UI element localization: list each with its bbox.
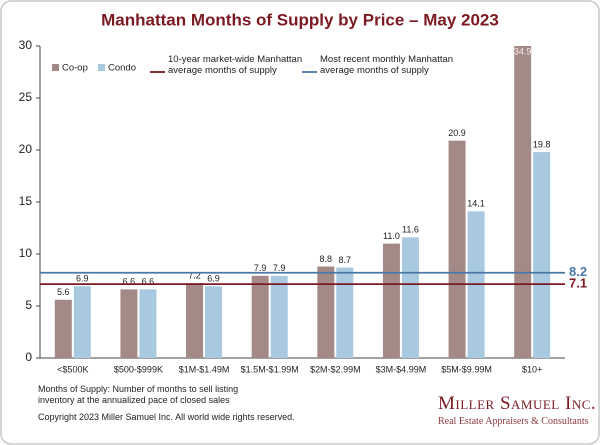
- y-tick-label: 25: [19, 90, 33, 104]
- x-tick-label: $5M-$9.99M: [441, 364, 492, 374]
- y-tick-label: 10: [19, 246, 33, 260]
- bar: [382, 243, 400, 358]
- data-label: 8.7: [339, 255, 352, 265]
- data-label: 11.0: [383, 231, 400, 241]
- y-tick-label: 20: [19, 142, 33, 156]
- data-label: 7.9: [254, 263, 267, 273]
- logo-name: Miller Samuel Inc.: [438, 393, 597, 414]
- data-label: 34.9: [514, 46, 532, 56]
- data-label: 6.9: [207, 274, 220, 284]
- legend-label: Condo: [108, 63, 136, 74]
- bar: [120, 289, 138, 358]
- reference-label: 7.1: [569, 276, 587, 291]
- x-tick-label: $1.5M-$1.99M: [241, 364, 299, 374]
- data-label: 6.6: [142, 277, 155, 287]
- data-label: 6.9: [76, 274, 89, 284]
- y-tick-label: 15: [19, 194, 33, 208]
- bar: [205, 286, 223, 358]
- bar: [73, 286, 91, 358]
- data-label: 5.6: [57, 287, 70, 297]
- y-tick-label: 30: [19, 38, 33, 52]
- bar: [54, 299, 72, 358]
- bar: [401, 237, 419, 358]
- data-label: 20.9: [448, 128, 466, 138]
- bar: [336, 267, 354, 358]
- bar: [186, 283, 204, 358]
- data-label: 7.2: [188, 270, 201, 280]
- data-label: 14.1: [467, 199, 485, 209]
- bar: [251, 275, 269, 358]
- bar: [270, 275, 288, 358]
- y-tick-label: 5: [25, 298, 32, 312]
- x-tick-label: $2M-$2.99M: [310, 364, 361, 374]
- x-tick-label: $3M-$4.99M: [376, 364, 427, 374]
- bar: [139, 289, 157, 358]
- data-label: 7.9: [273, 263, 286, 273]
- y-tick-label: 0: [25, 350, 32, 364]
- x-tick-label: $10+: [522, 364, 542, 374]
- data-label: 19.8: [533, 139, 551, 149]
- x-tick-label: <$500K: [57, 364, 88, 374]
- copyright: Copyright 2023 Miller Samuel Inc. All wo…: [38, 412, 295, 422]
- legend-label: 10-year market-wide Manhattan average mo…: [168, 54, 303, 76]
- reference-label: 8.2: [569, 264, 587, 279]
- bar: [533, 152, 551, 358]
- legend-swatch: [98, 64, 105, 71]
- bar: [448, 140, 466, 358]
- legend-swatch: [52, 64, 59, 71]
- x-tick-label: $1M-$1.49M: [179, 364, 230, 374]
- chart-title: Manhattan Months of Supply by Price – Ma…: [101, 10, 499, 29]
- data-label: 11.6: [402, 225, 419, 235]
- bar: [317, 266, 335, 358]
- bar: [514, 46, 532, 358]
- logo-tagline: Real Estate Appraisers & Consultants: [438, 416, 589, 427]
- x-tick-label: $500-$999K: [114, 364, 163, 374]
- legend-label: Most recent monthly Manhattan average mo…: [320, 54, 454, 76]
- legend-label: Co-op: [62, 63, 88, 74]
- data-label: 8.8: [320, 254, 333, 264]
- footnote: Months of Supply: Number of months to se…: [38, 384, 239, 405]
- data-label: 6.6: [123, 277, 136, 287]
